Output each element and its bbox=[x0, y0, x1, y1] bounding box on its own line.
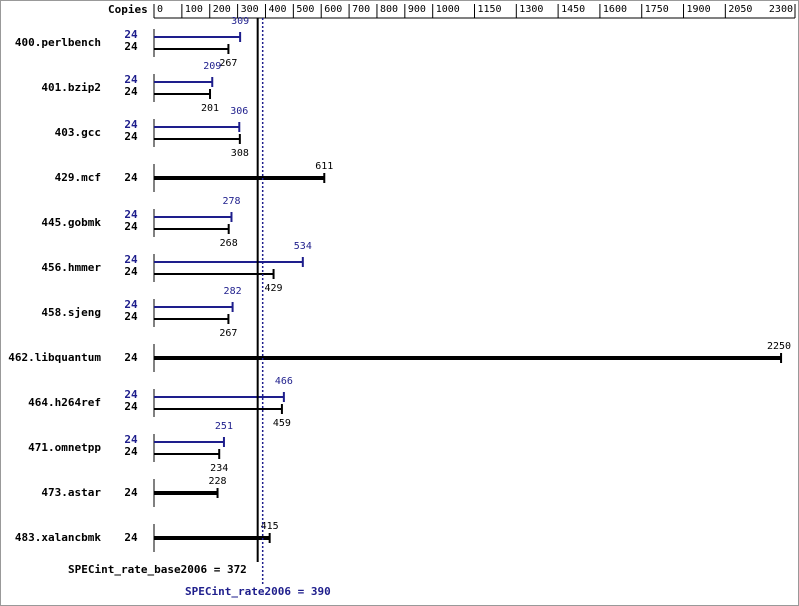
value-label: 267 bbox=[219, 328, 237, 339]
bar bbox=[154, 441, 224, 443]
copies: 24 bbox=[124, 265, 138, 278]
bar bbox=[154, 126, 240, 128]
value-label: 415 bbox=[261, 521, 279, 532]
x-tick-label: 2050 bbox=[728, 4, 752, 15]
x-tick-label: 1900 bbox=[687, 4, 711, 15]
value-label: 234 bbox=[210, 463, 228, 474]
value-label: 306 bbox=[230, 106, 248, 117]
bar bbox=[154, 306, 233, 308]
copies: 24 bbox=[124, 388, 138, 401]
x-tick-label: 1600 bbox=[603, 4, 627, 15]
category-label: 401.bzip2 bbox=[41, 81, 101, 94]
value-label: 228 bbox=[209, 476, 227, 487]
bar bbox=[154, 356, 782, 360]
copies: 24 bbox=[124, 253, 138, 266]
category-label: 456.hmmer bbox=[41, 261, 101, 274]
x-tick-label: 1300 bbox=[519, 4, 543, 15]
category-label: 471.omnetpp bbox=[28, 441, 101, 454]
copies: 24 bbox=[124, 400, 138, 413]
bar bbox=[154, 273, 274, 275]
bar bbox=[154, 36, 241, 38]
value-label: 278 bbox=[222, 196, 240, 207]
value-label: 267 bbox=[219, 58, 237, 69]
x-tick-label: 500 bbox=[296, 4, 314, 15]
x-tick-label: 1000 bbox=[436, 4, 460, 15]
x-tick-label: 2300 bbox=[769, 4, 793, 15]
copies: 24 bbox=[124, 208, 138, 221]
copies: 24 bbox=[124, 40, 138, 53]
category-label: 445.gobmk bbox=[41, 216, 101, 229]
copies: 24 bbox=[124, 73, 138, 86]
x-tick-label: 0 bbox=[157, 4, 163, 15]
value-label: 466 bbox=[275, 376, 293, 387]
category-label: 429.mcf bbox=[55, 171, 101, 184]
bar bbox=[154, 176, 325, 180]
x-tick-label: 200 bbox=[213, 4, 231, 15]
x-tick-label: 600 bbox=[324, 4, 342, 15]
category-label: 464.h264ref bbox=[28, 396, 101, 409]
bar bbox=[154, 453, 220, 455]
bar bbox=[154, 81, 213, 83]
x-tick-label: 400 bbox=[268, 4, 286, 15]
bar bbox=[154, 491, 218, 495]
copies: 24 bbox=[124, 433, 138, 446]
copies: 24 bbox=[124, 28, 138, 41]
category-label: 462.libquantum bbox=[8, 351, 101, 364]
x-tick-label: 1150 bbox=[478, 4, 502, 15]
value-label: 201 bbox=[201, 103, 219, 114]
value-label: 308 bbox=[231, 148, 249, 159]
value-label: 534 bbox=[294, 241, 312, 252]
copies: 24 bbox=[124, 118, 138, 131]
value-label: 429 bbox=[265, 283, 283, 294]
bar bbox=[154, 138, 240, 140]
copies: 24 bbox=[124, 531, 138, 544]
bar bbox=[154, 396, 284, 398]
x-tick-label: 800 bbox=[380, 4, 398, 15]
bar bbox=[154, 408, 282, 410]
mean-label: SPECint_rate_base2006 = 372 bbox=[68, 563, 247, 576]
value-label: 611 bbox=[315, 161, 333, 172]
bar bbox=[154, 261, 303, 263]
x-tick-label: 1750 bbox=[645, 4, 669, 15]
bar bbox=[154, 536, 270, 540]
category-label: 403.gcc bbox=[55, 126, 101, 139]
category-label: 473.astar bbox=[41, 486, 101, 499]
mean-label: SPECint_rate2006 = 390 bbox=[185, 585, 331, 598]
category-label: 458.sjeng bbox=[41, 306, 101, 319]
value-label: 282 bbox=[224, 286, 242, 297]
copies: 24 bbox=[124, 130, 138, 143]
value-label: 459 bbox=[273, 418, 291, 429]
copies-header: Copies bbox=[108, 3, 148, 16]
bar bbox=[154, 216, 232, 218]
copies: 24 bbox=[124, 486, 138, 499]
bar bbox=[154, 93, 211, 95]
value-label: 268 bbox=[220, 238, 238, 249]
bar bbox=[154, 228, 229, 230]
x-tick-label: 100 bbox=[185, 4, 203, 15]
bar bbox=[154, 48, 229, 50]
copies: 24 bbox=[124, 171, 138, 184]
x-tick-label: 300 bbox=[241, 4, 259, 15]
x-tick-label: 1450 bbox=[561, 4, 585, 15]
copies: 24 bbox=[124, 85, 138, 98]
copies: 24 bbox=[124, 298, 138, 311]
copies: 24 bbox=[124, 351, 138, 364]
category-label: 400.perlbench bbox=[15, 36, 101, 49]
x-tick-label: 900 bbox=[408, 4, 426, 15]
x-tick-label: 700 bbox=[352, 4, 370, 15]
copies: 24 bbox=[124, 220, 138, 233]
value-label: 251 bbox=[215, 421, 233, 432]
value-label: 209 bbox=[203, 61, 221, 72]
copies: 24 bbox=[124, 445, 138, 458]
copies: 24 bbox=[124, 310, 138, 323]
category-label: 483.xalancbmk bbox=[15, 531, 101, 544]
value-label: 309 bbox=[231, 16, 249, 27]
bar bbox=[154, 318, 229, 320]
value-label: 2250 bbox=[767, 341, 791, 352]
